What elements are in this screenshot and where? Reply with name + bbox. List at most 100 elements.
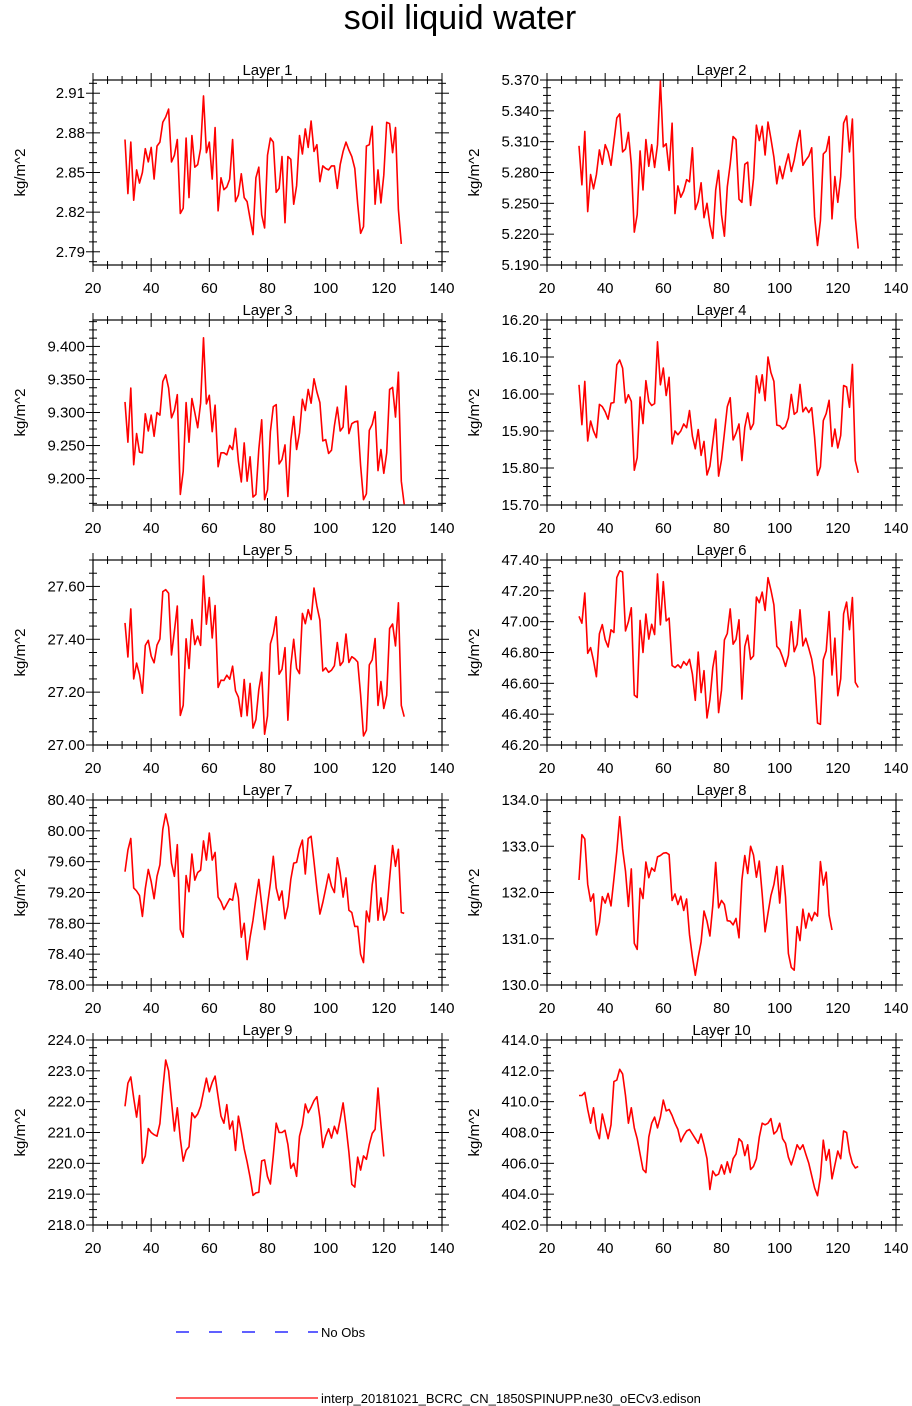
series-line-model [124,813,405,964]
panel-layer-10: Layer 10 kg/m^2 20 40 60 80 100 120 140 402.0 404.… [466,1022,909,1257]
y-tick-label: 2.91 [56,85,85,102]
panel-layer-4: Layer 4 kg/m^2 20 40 60 80 100 120 140 15.70 15.80… [466,302,909,537]
x-tick-label: 120 [371,1000,396,1017]
y-tick-label: 402.0 [501,1217,539,1234]
x-tick-label: 60 [201,520,218,537]
y-tick-label: 15.80 [501,460,539,477]
y-axis-label: kg/m^2 [12,149,29,197]
y-tick-label: 134.0 [501,792,539,809]
x-tick-label: 20 [539,1000,556,1017]
x-tick-label: 120 [371,1240,396,1257]
y-tick-label: 5.340 [501,103,539,120]
panel-title: Layer 10 [692,1022,750,1039]
y-tick-label: 16.10 [501,349,539,366]
y-tick-label: 16.00 [501,386,539,403]
x-tick-label: 120 [825,520,850,537]
y-axis-label: kg/m^2 [466,149,483,197]
legend-label-model: interp_20181021_BCRC_CN_1850SPINUPP.ne30… [321,1391,701,1406]
y-tick-label: 130.0 [501,977,539,994]
y-tick-label: 131.0 [501,931,539,948]
y-tick-label: 16.20 [501,312,539,329]
y-tick-label: 47.20 [501,583,539,600]
legend-label-no-obs: No Obs [321,1325,366,1340]
y-axis-label: kg/m^2 [466,869,483,917]
panel-title: Layer 6 [696,542,746,559]
x-tick-label: 20 [539,520,556,537]
x-tick-label: 80 [713,520,730,537]
x-tick-label: 140 [429,1000,454,1017]
x-tick-label: 140 [429,520,454,537]
panel-layer-3: Layer 3 kg/m^2 20 40 60 80 100 120 140 9.200 9.250… [12,302,455,537]
y-axis-label: kg/m^2 [466,389,483,437]
y-axis-label: kg/m^2 [466,1109,483,1157]
y-tick-label: 2.79 [56,244,85,261]
x-tick-label: 40 [143,1000,160,1017]
panel-title: Layer 3 [242,302,292,319]
x-tick-label: 100 [767,520,792,537]
x-tick-label: 120 [371,280,396,297]
y-tick-label: 9.400 [47,338,85,355]
panel-layer-5: Layer 5 kg/m^2 20 40 60 80 100 120 140 27.00 27.20… [12,542,455,777]
x-tick-label: 120 [825,280,850,297]
y-tick-label: 27.40 [47,631,85,648]
panel-layer-8: Layer 8 kg/m^2 20 40 60 80 100 120 140 130.0 131.0… [466,782,909,1017]
y-axis-label: kg/m^2 [466,629,483,677]
x-tick-label: 100 [313,280,338,297]
y-tick-label: 79.20 [47,885,85,902]
x-tick-label: 140 [883,1240,908,1257]
x-tick-label: 40 [597,760,614,777]
y-tick-label: 220.0 [47,1155,85,1172]
y-tick-label: 412.0 [501,1063,539,1080]
y-tick-label: 47.40 [501,552,539,569]
y-tick-label: 46.20 [501,737,539,754]
y-tick-label: 80.00 [47,823,85,840]
x-tick-label: 120 [825,1240,850,1257]
y-tick-label: 224.0 [47,1032,85,1049]
y-tick-label: 408.0 [501,1125,539,1142]
y-tick-label: 218.0 [47,1217,85,1234]
x-tick-label: 120 [825,760,850,777]
x-tick-label: 80 [259,520,276,537]
series-line-model [578,815,833,977]
x-tick-label: 140 [883,1000,908,1017]
x-tick-label: 20 [539,760,556,777]
panel-title: Layer 8 [696,782,746,799]
series-line-model [124,1059,385,1197]
x-tick-label: 60 [201,1240,218,1257]
x-tick-label: 40 [597,1240,614,1257]
y-tick-label: 132.0 [501,885,539,902]
x-tick-label: 80 [713,1000,730,1017]
x-tick-label: 20 [85,520,102,537]
panel-layer-9: Layer 9 kg/m^2 20 40 60 80 100 120 140 218.0 219.0… [12,1022,455,1257]
y-tick-label: 78.00 [47,977,85,994]
panel-title: Layer 1 [242,62,292,79]
series-line-model [579,1068,859,1197]
y-tick-label: 27.00 [47,737,85,754]
x-tick-label: 40 [143,1240,160,1257]
panel-layer-2: Layer 2 kg/m^2 20 40 60 80 100 120 140 5.190 5.220… [466,62,909,297]
x-tick-label: 60 [655,1000,672,1017]
x-tick-label: 120 [371,520,396,537]
x-tick-label: 140 [429,280,454,297]
x-tick-label: 20 [539,280,556,297]
plot-frame [546,799,897,986]
x-tick-label: 60 [201,280,218,297]
x-tick-label: 140 [429,760,454,777]
x-tick-label: 120 [371,760,396,777]
x-tick-label: 20 [539,1240,556,1257]
x-tick-label: 20 [85,1240,102,1257]
x-tick-label: 80 [259,280,276,297]
panel-layer-1: Layer 1 kg/m^2 20 40 60 80 100 120 140 2.79 2.82 2.… [12,62,455,297]
x-tick-label: 140 [883,520,908,537]
y-tick-label: 15.90 [501,423,539,440]
x-tick-label: 40 [597,520,614,537]
x-tick-label: 100 [313,760,338,777]
plot-frame [546,79,897,266]
panel-title: Layer 7 [242,782,292,799]
y-tick-label: 46.60 [501,675,539,692]
series-line-model [578,80,859,249]
x-tick-label: 80 [259,1000,276,1017]
y-tick-label: 404.0 [501,1186,539,1203]
y-tick-label: 5.220 [501,226,539,243]
x-tick-label: 40 [597,280,614,297]
